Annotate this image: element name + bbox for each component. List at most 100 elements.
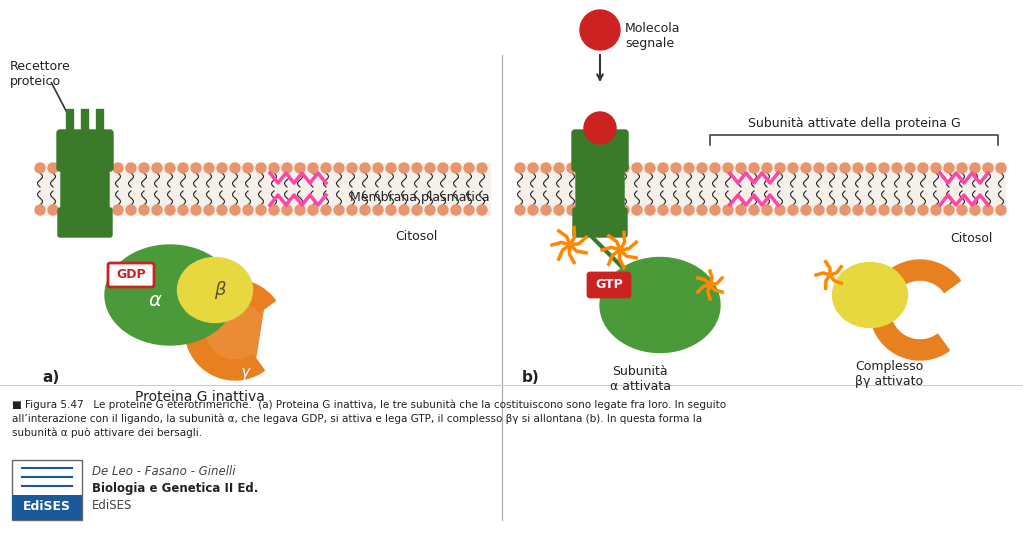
- Circle shape: [204, 205, 214, 215]
- Circle shape: [632, 205, 642, 215]
- Text: Complesso
βγ attivato: Complesso βγ attivato: [855, 360, 923, 388]
- Circle shape: [580, 163, 590, 173]
- Circle shape: [308, 163, 318, 173]
- Circle shape: [918, 205, 928, 215]
- Circle shape: [243, 205, 253, 215]
- Circle shape: [879, 205, 889, 215]
- Circle shape: [970, 163, 980, 173]
- Circle shape: [477, 163, 487, 173]
- Bar: [520, 163, 1005, 215]
- Text: Citosol: Citosol: [395, 230, 438, 243]
- Circle shape: [840, 205, 850, 215]
- Text: β: β: [214, 281, 226, 299]
- Circle shape: [606, 205, 616, 215]
- FancyBboxPatch shape: [97, 162, 109, 216]
- Circle shape: [386, 205, 396, 215]
- Circle shape: [762, 205, 772, 215]
- Circle shape: [970, 205, 980, 215]
- Circle shape: [567, 163, 577, 173]
- Circle shape: [373, 205, 383, 215]
- Circle shape: [892, 163, 902, 173]
- Circle shape: [671, 205, 681, 215]
- Circle shape: [866, 205, 876, 215]
- Circle shape: [632, 163, 642, 173]
- Bar: [12, 495, 82, 520]
- Bar: [40, 163, 490, 215]
- Text: Recettore
proteico: Recettore proteico: [10, 60, 71, 88]
- Circle shape: [74, 163, 84, 173]
- Circle shape: [567, 205, 577, 215]
- Text: Molecola
segnale: Molecola segnale: [625, 22, 680, 50]
- Circle shape: [412, 205, 422, 215]
- Ellipse shape: [105, 245, 235, 345]
- Circle shape: [658, 205, 668, 215]
- Circle shape: [113, 205, 123, 215]
- Circle shape: [697, 163, 707, 173]
- Circle shape: [152, 163, 162, 173]
- Text: EdiSES: EdiSES: [92, 499, 132, 512]
- Circle shape: [191, 205, 201, 215]
- Circle shape: [178, 205, 188, 215]
- Circle shape: [360, 205, 370, 215]
- Circle shape: [593, 163, 603, 173]
- FancyBboxPatch shape: [85, 162, 97, 216]
- Circle shape: [347, 163, 357, 173]
- Circle shape: [333, 205, 344, 215]
- Circle shape: [931, 163, 941, 173]
- Circle shape: [762, 163, 772, 173]
- Circle shape: [425, 205, 435, 215]
- FancyBboxPatch shape: [588, 273, 630, 297]
- Circle shape: [399, 205, 409, 215]
- Circle shape: [295, 163, 305, 173]
- Circle shape: [308, 205, 318, 215]
- Circle shape: [61, 163, 71, 173]
- Circle shape: [866, 163, 876, 173]
- FancyBboxPatch shape: [61, 162, 73, 216]
- Circle shape: [905, 205, 915, 215]
- Circle shape: [593, 205, 603, 215]
- Text: subunità α può attivare dei bersagli.: subunità α può attivare dei bersagli.: [12, 428, 203, 439]
- Circle shape: [775, 163, 785, 173]
- Text: GTP: GTP: [595, 278, 623, 292]
- Circle shape: [61, 205, 71, 215]
- Circle shape: [451, 163, 461, 173]
- Circle shape: [399, 163, 409, 173]
- Circle shape: [282, 205, 292, 215]
- Circle shape: [269, 205, 279, 215]
- Circle shape: [178, 163, 188, 173]
- FancyBboxPatch shape: [57, 130, 113, 171]
- Circle shape: [295, 205, 305, 215]
- Circle shape: [48, 205, 58, 215]
- Circle shape: [464, 163, 474, 173]
- Circle shape: [515, 163, 525, 173]
- Circle shape: [840, 163, 850, 173]
- Circle shape: [723, 205, 733, 215]
- Circle shape: [644, 205, 655, 215]
- Ellipse shape: [601, 258, 720, 352]
- Circle shape: [814, 205, 824, 215]
- Circle shape: [580, 205, 590, 215]
- FancyBboxPatch shape: [588, 162, 601, 216]
- Text: γ: γ: [240, 364, 250, 380]
- Circle shape: [775, 205, 785, 215]
- Circle shape: [580, 10, 620, 50]
- FancyBboxPatch shape: [573, 208, 627, 237]
- Circle shape: [256, 205, 266, 215]
- Circle shape: [957, 205, 967, 215]
- Circle shape: [788, 163, 798, 173]
- Circle shape: [827, 163, 837, 173]
- Circle shape: [515, 205, 525, 215]
- Text: Citosol: Citosol: [950, 232, 992, 245]
- Circle shape: [139, 163, 149, 173]
- Text: Proteina G inattiva: Proteina G inattiva: [135, 390, 265, 404]
- Circle shape: [100, 163, 110, 173]
- Circle shape: [619, 163, 629, 173]
- Circle shape: [879, 163, 889, 173]
- Circle shape: [996, 163, 1006, 173]
- Circle shape: [931, 205, 941, 215]
- Polygon shape: [201, 295, 263, 365]
- Circle shape: [528, 205, 538, 215]
- Circle shape: [996, 205, 1006, 215]
- Circle shape: [905, 163, 915, 173]
- Text: Subunità attivate della proteina G: Subunità attivate della proteina G: [748, 117, 961, 130]
